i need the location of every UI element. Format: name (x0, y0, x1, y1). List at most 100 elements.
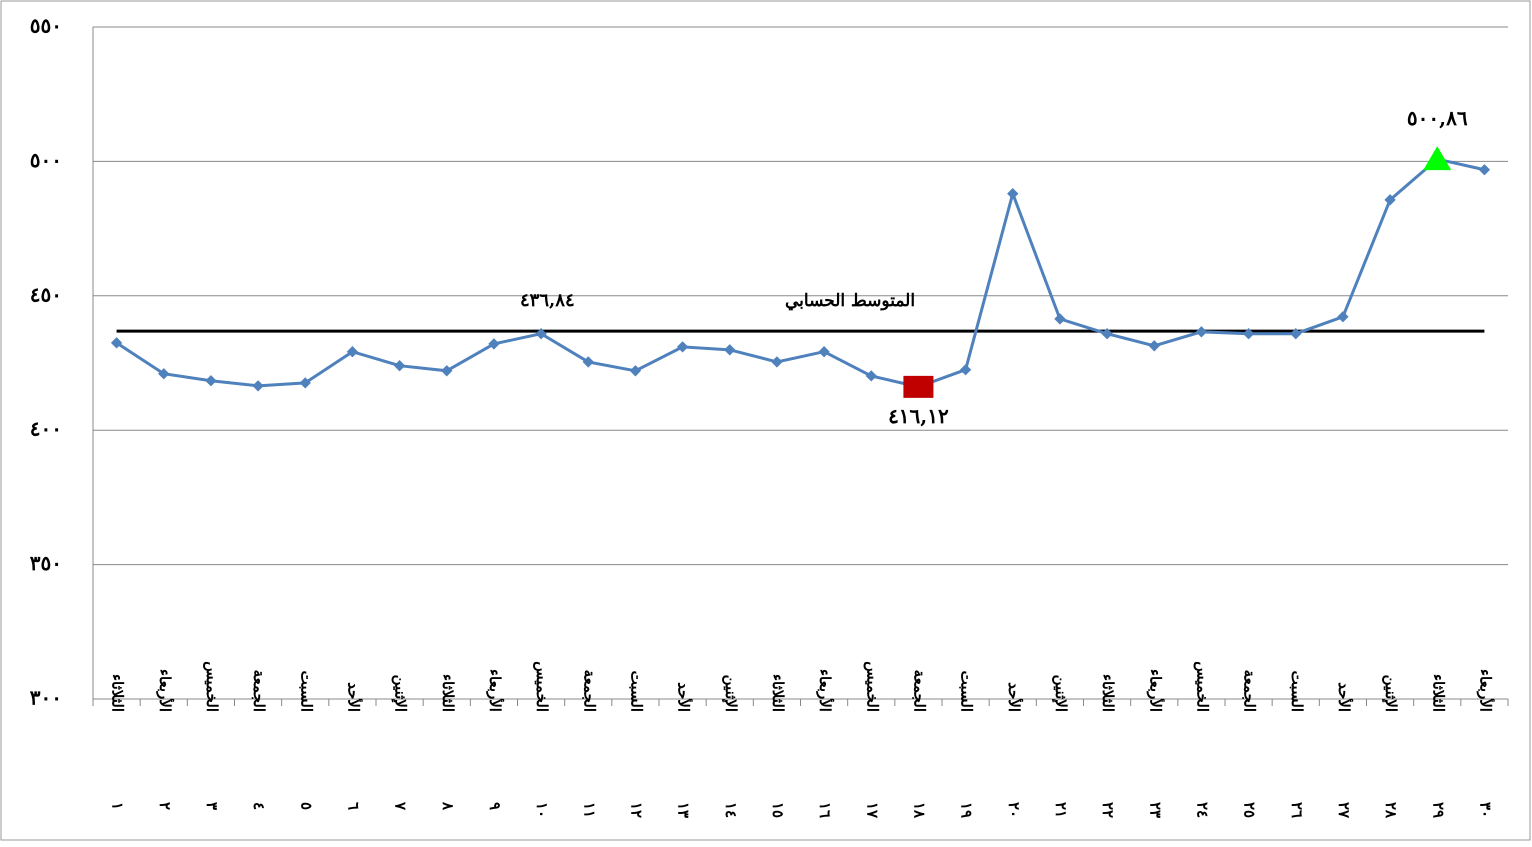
x-tick-label: الثلاثاء (109, 674, 127, 712)
x-tick-number: ٢٦ (1288, 802, 1306, 818)
x-tick-label: الخميس (533, 661, 551, 712)
x-tick-number: ١٠ (533, 802, 551, 818)
x-tick-label: الثلاثاء (769, 674, 787, 712)
mean-label: المتوسط الحسابي (785, 291, 915, 311)
x-tick-label: الخميس (1193, 661, 1211, 712)
x-tick-number: ١٨ (910, 802, 928, 819)
series-line (115, 157, 1485, 389)
point (346, 346, 359, 358)
point (488, 338, 500, 350)
x-tick-label: السبت (297, 671, 315, 712)
x-tick-number: ٥ (297, 802, 315, 810)
point (441, 365, 453, 377)
x-tick-label: الأربعاء (486, 669, 505, 712)
point (1195, 326, 1208, 338)
point (535, 328, 547, 340)
x-tick-number: ٢٧ (1335, 802, 1353, 819)
x-tick-label: الثلاثاء (439, 674, 457, 712)
point (1337, 311, 1349, 323)
x-tick-label: السبت (1288, 671, 1306, 712)
x-tick-number: ٢٩ (1429, 802, 1447, 818)
x-tick-label: الإثنين (1052, 675, 1070, 712)
value-label: ٤١٦,١٢ (888, 404, 949, 428)
point (724, 344, 736, 356)
y-tick-label: ٣٠٠ (30, 686, 62, 710)
x-tick-number: ٧ (392, 801, 410, 811)
point (582, 356, 594, 368)
x-tick-label: الأربعاء (816, 669, 835, 712)
x-tick-label: الإثنين (1382, 675, 1400, 712)
x-tick-label: الأحد (675, 682, 694, 712)
point (959, 364, 972, 376)
x-tick-number: ٢٢ (1099, 802, 1117, 818)
x-tick-label: الأحد (1335, 682, 1354, 712)
y-tick-label: ٥٥٠ (30, 14, 62, 38)
point (865, 370, 877, 382)
x-tick-number: ١٦ (816, 802, 834, 818)
mean-value-label: ٤٣٦,٨٤ (520, 290, 575, 311)
point (1101, 328, 1113, 340)
x-tick-label: الأربعاء (1146, 669, 1165, 712)
x-tick-number: ١٧ (863, 802, 881, 819)
x-tick-number: ٦ (344, 802, 362, 810)
x-tick-label: الإثنين (722, 675, 740, 712)
point (1290, 328, 1302, 340)
point (205, 375, 217, 387)
x-tick-label: السبت (627, 671, 645, 712)
x-tick-number: ١٢ (627, 802, 645, 818)
point (1242, 328, 1255, 340)
x-tick-number: ٢٨ (1382, 802, 1400, 819)
x-tick-label: الأربعاء (156, 669, 175, 712)
x-tick-label: الثلاثاء (1099, 674, 1117, 712)
x-tick-label: الجمعة (910, 670, 928, 712)
point (1478, 164, 1491, 176)
point (299, 377, 311, 389)
y-tick-label: ٣٥٠ (30, 551, 62, 575)
x-tick-number: ١٤ (722, 802, 740, 818)
point (158, 368, 170, 380)
x-tick-number: ٢٥ (1241, 802, 1259, 818)
x-tick-number: ٢ (156, 802, 174, 810)
value-label: ٥٠٠,٨٦ (1407, 106, 1468, 130)
x-tick-number: ٢٠ (1005, 802, 1023, 818)
x-tick-number: ١٩ (958, 802, 976, 818)
x-tick-label: الثلاثاء (1429, 674, 1447, 712)
x-tick-label: الخميس (863, 661, 881, 712)
x-tick-label: الأربعاء (1476, 669, 1495, 712)
min-marker (903, 375, 934, 398)
point (1054, 313, 1066, 325)
x-tick-label: الجمعة (250, 670, 268, 712)
point (771, 356, 783, 368)
x-tick-number: ١ (109, 802, 127, 810)
x-tick-label: الجمعة (580, 670, 598, 712)
x-tick-label: السبت (958, 671, 976, 712)
y-tick-label: ٤٥٠ (30, 282, 62, 306)
x-tick-number: ١٣ (675, 802, 693, 818)
x-tick-label: الأحد (1005, 682, 1024, 712)
x-tick-label: الجمعة (1241, 670, 1259, 712)
x-tick-label: الإثنين (392, 675, 410, 712)
x-tick-number: ٢١ (1052, 802, 1070, 818)
max-marker (1423, 146, 1452, 171)
point (676, 341, 689, 353)
point (818, 346, 830, 358)
point (1007, 187, 1019, 200)
x-tick-number: ٤ (250, 802, 268, 810)
x-tick-number: ٨ (439, 801, 457, 811)
x-tick-number: ٢٤ (1193, 802, 1211, 818)
x-tick-number: ١٥ (769, 802, 787, 818)
x-tick-label: الخميس (203, 661, 221, 712)
y-tick-label: ٤٠٠ (30, 417, 62, 441)
point (1384, 194, 1396, 206)
x-tick-number: ٢٣ (1146, 802, 1164, 818)
y-tick-label: ٥٠٠ (30, 148, 62, 172)
x-tick-number: ٣ (203, 802, 221, 810)
point (629, 365, 642, 377)
x-tick-number: ٩ (486, 802, 504, 810)
point (393, 360, 406, 372)
x-tick-number: ٣٠ (1476, 802, 1494, 818)
x-tick-number: ١١ (580, 802, 598, 818)
